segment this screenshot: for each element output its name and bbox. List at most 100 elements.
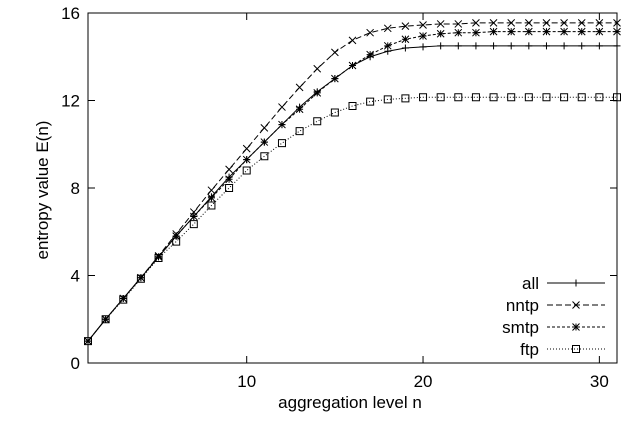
marker	[260, 138, 269, 146]
marker	[295, 127, 304, 136]
marker	[313, 88, 322, 97]
marker	[119, 295, 128, 304]
marker	[242, 144, 251, 153]
marker	[436, 29, 445, 38]
marker	[560, 27, 568, 36]
marker	[225, 165, 233, 174]
marker	[154, 254, 163, 262]
marker	[454, 42, 462, 50]
marker	[454, 20, 463, 28]
marker	[137, 273, 145, 282]
legend-label: nntp	[506, 296, 539, 315]
y-tick-label: 4	[71, 267, 80, 286]
marker	[507, 18, 516, 27]
marker	[172, 232, 181, 240]
marker	[207, 186, 216, 195]
marker	[577, 18, 586, 27]
marker	[489, 93, 498, 102]
marker	[525, 42, 533, 50]
legend-label: smtp	[502, 318, 539, 337]
x-tick-label: 10	[237, 372, 256, 391]
marker	[578, 42, 586, 50]
marker	[101, 315, 110, 324]
marker	[278, 103, 286, 111]
marker	[313, 117, 322, 126]
x-tick-label: 30	[590, 372, 609, 391]
marker	[542, 93, 551, 102]
marker	[331, 74, 339, 83]
marker	[401, 22, 410, 30]
marker	[560, 42, 568, 50]
marker	[419, 43, 427, 51]
marker	[437, 42, 445, 50]
marker	[436, 93, 445, 102]
marker	[119, 294, 128, 303]
marker	[207, 193, 216, 202]
marker	[542, 27, 551, 36]
marker	[524, 18, 533, 27]
marker	[595, 93, 604, 102]
marker	[595, 18, 604, 27]
marker	[189, 212, 198, 221]
series-line	[87, 31, 617, 342]
y-tick-label: 16	[61, 4, 80, 23]
marker	[295, 83, 304, 92]
marker	[454, 93, 463, 102]
marker	[366, 97, 375, 106]
marker	[225, 184, 234, 192]
marker	[613, 93, 621, 102]
marker	[225, 175, 233, 184]
marker	[154, 253, 163, 261]
marker	[560, 18, 568, 27]
marker	[383, 24, 392, 33]
marker	[419, 21, 427, 29]
marker	[401, 94, 410, 103]
legend-marker	[572, 323, 580, 331]
y-tick-label: 8	[71, 179, 80, 198]
marker	[577, 93, 586, 102]
x-tick-label: 20	[414, 372, 433, 391]
marker	[348, 36, 357, 45]
marker	[278, 120, 286, 129]
marker	[454, 28, 463, 37]
marker	[366, 50, 374, 59]
marker	[595, 42, 603, 50]
marker	[436, 20, 445, 28]
marker	[613, 18, 621, 27]
x-axis-label: aggregation level n	[278, 393, 422, 412]
marker	[242, 166, 251, 175]
legend-marker	[572, 301, 580, 309]
legend-marker	[572, 279, 580, 287]
marker	[419, 32, 427, 40]
marker	[260, 152, 269, 161]
marker	[524, 93, 533, 102]
series-line	[87, 22, 617, 342]
legend-label: all	[522, 274, 539, 293]
marker	[613, 42, 621, 50]
marker	[524, 27, 533, 36]
series-line	[87, 96, 617, 342]
marker	[101, 315, 110, 324]
marker	[472, 28, 480, 37]
marker	[189, 220, 198, 229]
marker	[419, 93, 428, 102]
marker	[507, 27, 516, 36]
marker	[472, 42, 480, 50]
y-tick-label: 12	[61, 92, 80, 111]
marker	[383, 41, 392, 50]
marker	[242, 155, 251, 164]
marker	[260, 123, 269, 132]
marker	[490, 42, 498, 50]
marker	[472, 18, 480, 27]
marker	[507, 93, 516, 102]
marker	[313, 64, 322, 73]
marker	[471, 93, 480, 102]
marker	[401, 35, 410, 44]
marker	[277, 139, 286, 148]
marker	[383, 95, 392, 104]
marker	[84, 337, 92, 346]
marker	[401, 44, 409, 52]
marker	[595, 27, 604, 36]
marker	[560, 93, 569, 102]
